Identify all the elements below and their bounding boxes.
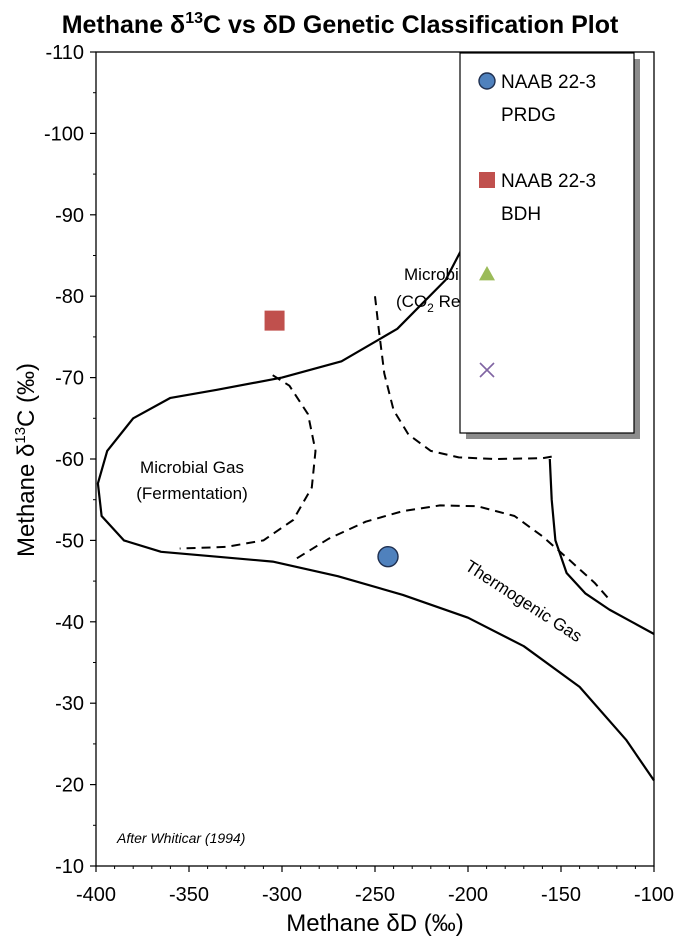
boundary-dashed-4 xyxy=(374,296,552,460)
classification-boundaries xyxy=(96,51,655,782)
axis-ticks xyxy=(90,51,655,872)
x-tick-label: -400 xyxy=(76,884,116,906)
x-tick-label: -150 xyxy=(541,884,581,906)
data-point-series-1 xyxy=(377,545,399,568)
x-tick-label: -200 xyxy=(448,884,488,906)
x-tick-labels: -400 -350 -300 -250 -200 -150 -100 xyxy=(76,884,674,906)
x-tick-label: -250 xyxy=(355,884,395,906)
region-label-fermentation-line1: Microbial Gas xyxy=(140,458,244,477)
legend-marker-3 xyxy=(479,266,495,281)
legend-label-2: BDH xyxy=(501,204,541,225)
boundary-dashed-3 xyxy=(179,374,317,550)
data-points xyxy=(264,310,399,568)
legend-label-1: NAAB 22-3 xyxy=(501,72,596,93)
y-tick-labels: -110 -100 -90 -80 -70 -60 -50 -40 -30 -20 -10 xyxy=(44,42,84,878)
region-label-fermentation-line2: (Fermentation) xyxy=(136,484,247,503)
y-tick-label: -70 xyxy=(55,368,84,390)
y-tick-label: -50 xyxy=(55,530,84,552)
data-point-series-2 xyxy=(264,310,285,331)
legend-label-1: PRDG xyxy=(501,105,556,126)
credit-note: After Whiticar (1994) xyxy=(116,830,245,846)
legend-marker-2 xyxy=(479,172,495,188)
chart-title: Methane δ13C vs δD Genetic Classificatio… xyxy=(62,10,619,39)
x-axis-label: Methane δD (‰) xyxy=(286,910,463,937)
y-tick-label: -100 xyxy=(44,123,84,145)
y-tick-label: -20 xyxy=(55,775,84,797)
y-tick-label: -40 xyxy=(55,612,84,634)
legend-label-2: NAAB 22-3 xyxy=(501,171,596,192)
y-tick-label: -30 xyxy=(55,693,84,715)
legend-marker-1 xyxy=(478,72,496,90)
legend-marker-4 xyxy=(479,362,495,378)
boundary-solid-1 xyxy=(96,51,655,782)
y-tick-label: -60 xyxy=(55,449,84,471)
legend: NAAB 22-3 PRDG NAAB 22-3 BDH xyxy=(459,52,640,439)
y-axis-label: Methane δ13C (‰) xyxy=(12,363,40,557)
x-tick-label: -100 xyxy=(634,884,674,906)
x-tick-label: -350 xyxy=(169,884,209,906)
y-tick-label: -110 xyxy=(45,42,84,64)
legend-box xyxy=(459,52,635,434)
x-tick-label: -300 xyxy=(262,884,302,906)
y-tick-label: -90 xyxy=(55,205,84,227)
boundary-solid-2 xyxy=(548,458,655,635)
boundary-dashed-5 xyxy=(296,504,609,599)
y-tick-label: -80 xyxy=(55,286,84,308)
region-label-thermogenic: Thermogenic Gas xyxy=(462,556,586,646)
y-tick-label: -10 xyxy=(55,856,84,878)
